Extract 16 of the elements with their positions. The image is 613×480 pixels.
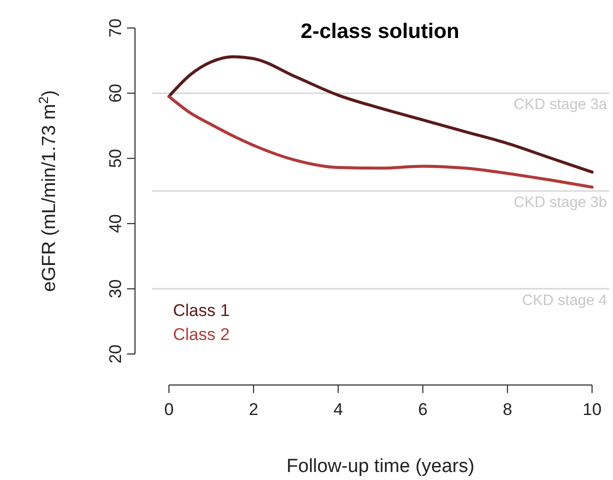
y-tick-label: 70 — [106, 18, 125, 38]
text: Class 2 — [173, 325, 230, 344]
x-axis-title: Follow-up time (years) — [286, 456, 474, 477]
y-tick-label: 30 — [106, 279, 125, 298]
x-tick-label: 4 — [333, 400, 343, 419]
chart-title: 2-class solution — [300, 20, 460, 43]
x-tick-label: 6 — [418, 400, 428, 419]
y-tick-label: 40 — [106, 214, 125, 234]
y-tick-label: 20 — [106, 344, 125, 364]
x-tick-label: 2 — [248, 400, 258, 419]
y-tick-label: 50 — [106, 148, 125, 168]
x-tick-label: 0 — [164, 400, 174, 419]
x-tick-label: 10 — [582, 400, 602, 419]
x-tick-label: 8 — [502, 400, 512, 419]
y-tick-label: 60 — [106, 84, 125, 103]
text: Class 1 — [173, 301, 230, 320]
